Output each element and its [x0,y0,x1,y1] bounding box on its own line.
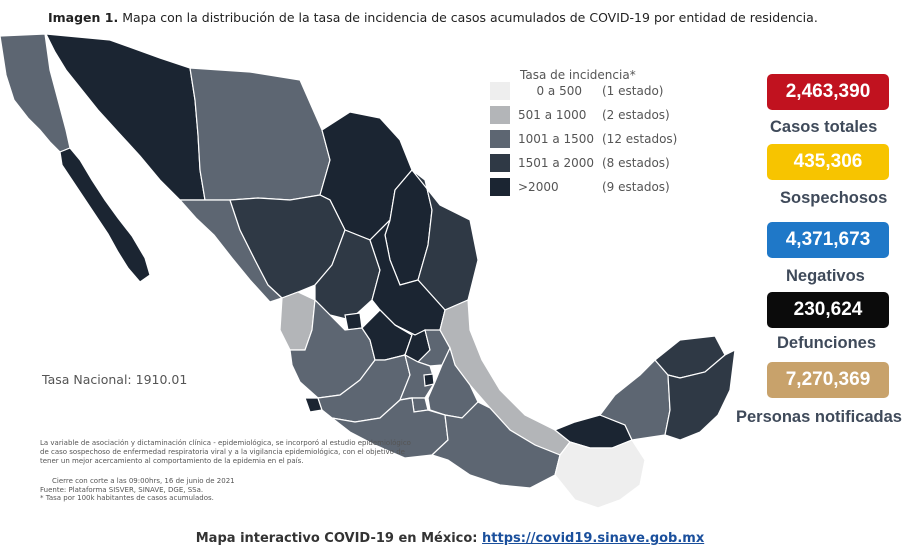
notified-value: 7,270,369 [767,362,889,398]
legend-swatch [490,106,510,124]
legend-range: >2000 [518,180,559,194]
caption-prefix: Imagen 1. [48,10,119,25]
legend-swatch [490,154,510,172]
legend-swatch [490,130,510,148]
state-cdmx[interactable] [423,373,435,387]
mexico-map [0,33,736,509]
legend-title: Tasa de incidencia* [520,68,636,82]
legend-swatch [490,82,510,100]
legend-range: 1501 a 2000 [518,156,595,170]
negatives-value: 4,371,673 [767,222,889,258]
source-note: Fuente: Plataforma SISVER, SINAVE, DGE, … [40,485,204,494]
rate-note: * Tasa por 100k habitantes de casos acum… [40,494,214,502]
source-notes: Cierre con corte a las 09:00hrs, 16 de j… [40,477,235,503]
notified-label: Personas notificadas [736,408,902,426]
figure-caption: Imagen 1. Mapa con la distribución de la… [48,10,818,25]
legend-count: (1 estado) [602,84,664,98]
legend-count: (9 estados) [602,180,670,194]
legend-count: (2 estados) [602,108,670,122]
negatives-label: Negativos [786,267,865,285]
total-cases-label: Casos totales [770,118,878,136]
legend-range: 501 a 1000 [518,108,587,122]
footer: Mapa interactivo COVID-19 en México: htt… [0,531,900,546]
cut-note: Cierre con corte a las 09:00hrs, 16 de j… [52,477,235,485]
suspected-label: Sospechosos [780,189,888,207]
legend-swatch [490,178,510,196]
legend-range: 0 a 500 [536,84,582,98]
deaths-value: 230,624 [767,292,889,328]
national-rate: Tasa Nacional: 1910.01 [42,372,188,387]
total-cases-value: 2,463,390 [767,74,889,110]
state-quintana-roo[interactable] [664,348,736,441]
state-aguascalientes[interactable] [344,312,363,331]
state-guerrero[interactable] [331,397,449,459]
state-chiapas[interactable] [554,439,646,509]
legend-range: 1001 a 1500 [518,132,595,146]
caption-text: Mapa con la distribución de la tasa de i… [122,10,818,25]
suspected-value: 435,306 [767,144,889,180]
legend-count: (8 estados) [602,156,670,170]
methodology-note: La variable de asociación y dictaminació… [40,439,411,465]
footer-link[interactable]: https://covid19.sinave.gob.mx [482,531,705,546]
legend-count: (12 estados) [602,132,678,146]
state-baja-california-sur[interactable] [59,147,151,283]
state-chihuahua[interactable] [189,67,331,201]
deaths-label: Defunciones [777,334,877,352]
footer-text: Mapa interactivo COVID-19 en México: [195,531,478,546]
